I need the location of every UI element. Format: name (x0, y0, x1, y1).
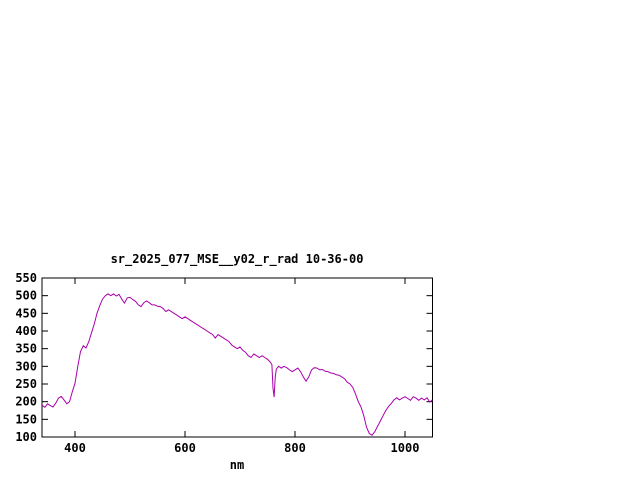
y-tick-label: 250 (15, 377, 37, 391)
y-tick-label: 350 (15, 342, 37, 356)
x-tick-label: 400 (64, 441, 86, 455)
y-tick-label: 300 (15, 359, 37, 373)
plot-area: 100 150 200 250 300 350 400 450 500 550 400 600 800 1… (15, 271, 433, 455)
data-line (41, 293, 433, 436)
y-tick-label: 400 (15, 324, 37, 338)
y-tick-label: 150 (15, 412, 37, 426)
chart-title: sr_2025_077_MSE__y02_r_rad 10-36-00 (111, 252, 364, 267)
plot-border (41, 277, 433, 438)
x-axis-label: nm (230, 458, 244, 472)
x-tick-label: 800 (284, 441, 306, 455)
y-tick-label: 500 (15, 289, 37, 303)
y-tick-label: 100 (15, 430, 37, 444)
y-tick-label: 200 (15, 395, 37, 409)
x-tick-label: 600 (174, 441, 196, 455)
y-tick-label: 450 (15, 306, 37, 320)
y-tick-label: 550 (15, 271, 37, 285)
x-tick-label: 1000 (391, 441, 420, 455)
